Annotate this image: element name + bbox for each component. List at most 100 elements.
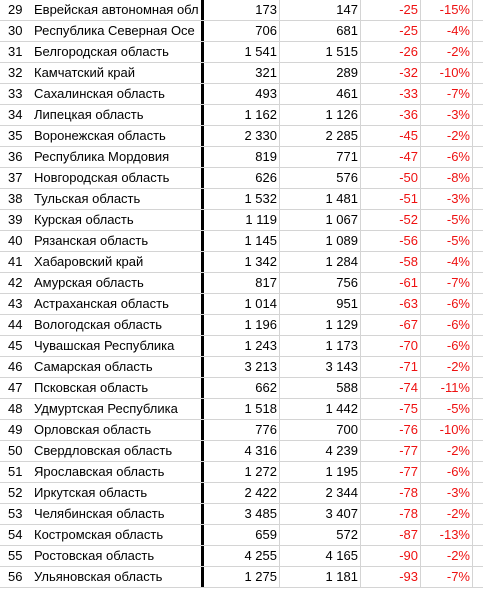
value-b-cell[interactable]: 1 284 — [280, 252, 361, 272]
row-number-cell[interactable]: 44 — [8, 317, 23, 332]
region-name-cell[interactable]: Республика Северная Осе — [32, 21, 204, 41]
value-b-cell[interactable]: 1 129 — [280, 315, 361, 335]
value-b-cell[interactable]: 576 — [280, 168, 361, 188]
value-b-cell[interactable]: 4 239 — [280, 441, 361, 461]
difference-cell[interactable]: -26 — [361, 42, 421, 62]
empty-cell[interactable] — [473, 525, 483, 545]
percent-change-cell[interactable]: -6% — [421, 294, 473, 314]
row-number-cell[interactable]: 47 — [8, 380, 23, 395]
percent-change-cell[interactable]: -10% — [421, 63, 473, 83]
percent-change-cell[interactable]: -4% — [421, 21, 473, 41]
difference-cell[interactable]: -78 — [361, 504, 421, 524]
region-name-cell[interactable]: Астраханская область — [32, 294, 204, 314]
percent-change-cell[interactable]: -2% — [421, 441, 473, 461]
row-number-cell[interactable]: 38 — [8, 191, 23, 206]
empty-cell[interactable] — [473, 357, 483, 377]
difference-cell[interactable]: -61 — [361, 273, 421, 293]
value-a-cell[interactable]: 4 255 — [204, 546, 280, 566]
empty-cell[interactable] — [473, 168, 483, 188]
empty-cell[interactable] — [473, 63, 483, 83]
row-number-cell[interactable]: 51 — [8, 464, 23, 479]
value-a-cell[interactable]: 1 145 — [204, 231, 280, 251]
value-a-cell[interactable]: 1 275 — [204, 567, 280, 587]
percent-change-cell[interactable]: -5% — [421, 231, 473, 251]
region-name-cell[interactable]: Ульяновская область — [32, 567, 204, 587]
percent-change-cell[interactable]: -5% — [421, 399, 473, 419]
value-a-cell[interactable]: 1 342 — [204, 252, 280, 272]
region-name-cell[interactable]: Амурская область — [32, 273, 204, 293]
region-name-cell[interactable]: Костромская область — [32, 525, 204, 545]
row-number-cell[interactable]: 33 — [8, 86, 23, 101]
empty-cell[interactable] — [473, 315, 483, 335]
region-name-cell[interactable]: Липецкая область — [32, 105, 204, 125]
row-number-cell[interactable]: 30 — [8, 23, 23, 38]
empty-cell[interactable] — [473, 462, 483, 482]
row-number-cell[interactable]: 53 — [8, 506, 23, 521]
value-b-cell[interactable]: 1 181 — [280, 567, 361, 587]
difference-cell[interactable]: -51 — [361, 189, 421, 209]
empty-cell[interactable] — [473, 21, 483, 41]
row-number-cell[interactable]: 52 — [8, 485, 23, 500]
empty-cell[interactable] — [473, 84, 483, 104]
difference-cell[interactable]: -75 — [361, 399, 421, 419]
percent-change-cell[interactable]: -5% — [421, 210, 473, 230]
region-name-cell[interactable]: Тульская область — [32, 189, 204, 209]
percent-change-cell[interactable]: -7% — [421, 273, 473, 293]
region-name-cell[interactable]: Еврейская автономная обл — [32, 0, 204, 20]
empty-cell[interactable] — [473, 273, 483, 293]
empty-cell[interactable] — [473, 399, 483, 419]
value-b-cell[interactable]: 3 143 — [280, 357, 361, 377]
row-number-cell[interactable]: 54 — [8, 527, 23, 542]
value-a-cell[interactable]: 1 243 — [204, 336, 280, 356]
region-name-cell[interactable]: Орловская область — [32, 420, 204, 440]
value-a-cell[interactable]: 321 — [204, 63, 280, 83]
empty-cell[interactable] — [473, 189, 483, 209]
value-b-cell[interactable]: 1 442 — [280, 399, 361, 419]
region-name-cell[interactable]: Новгородская область — [32, 168, 204, 188]
value-a-cell[interactable]: 1 518 — [204, 399, 280, 419]
value-b-cell[interactable]: 3 407 — [280, 504, 361, 524]
value-b-cell[interactable]: 756 — [280, 273, 361, 293]
value-a-cell[interactable]: 1 014 — [204, 294, 280, 314]
row-number-cell[interactable]: 37 — [8, 170, 23, 185]
empty-cell[interactable] — [473, 126, 483, 146]
row-number-cell[interactable]: 34 — [8, 107, 23, 122]
value-b-cell[interactable]: 1 126 — [280, 105, 361, 125]
region-name-cell[interactable]: Самарская область — [32, 357, 204, 377]
percent-change-cell[interactable]: -6% — [421, 462, 473, 482]
region-name-cell[interactable]: Республика Мордовия — [32, 147, 204, 167]
region-name-cell[interactable]: Ростовская область — [32, 546, 204, 566]
value-b-cell[interactable]: 700 — [280, 420, 361, 440]
value-b-cell[interactable]: 681 — [280, 21, 361, 41]
empty-cell[interactable] — [473, 294, 483, 314]
region-name-cell[interactable]: Сахалинская область — [32, 84, 204, 104]
difference-cell[interactable]: -71 — [361, 357, 421, 377]
difference-cell[interactable]: -45 — [361, 126, 421, 146]
value-b-cell[interactable]: 2 285 — [280, 126, 361, 146]
difference-cell[interactable]: -33 — [361, 84, 421, 104]
percent-change-cell[interactable]: -6% — [421, 147, 473, 167]
percent-change-cell[interactable]: -3% — [421, 483, 473, 503]
region-name-cell[interactable]: Чувашская Республика — [32, 336, 204, 356]
region-name-cell[interactable]: Вологодская область — [32, 315, 204, 335]
value-a-cell[interactable]: 776 — [204, 420, 280, 440]
row-number-cell[interactable]: 41 — [8, 254, 23, 269]
region-name-cell[interactable]: Рязанская область — [32, 231, 204, 251]
row-number-cell[interactable]: 55 — [8, 548, 23, 563]
value-a-cell[interactable]: 819 — [204, 147, 280, 167]
percent-change-cell[interactable]: -2% — [421, 357, 473, 377]
region-name-cell[interactable]: Псковская область — [32, 378, 204, 398]
percent-change-cell[interactable]: -6% — [421, 336, 473, 356]
row-number-cell[interactable]: 43 — [8, 296, 23, 311]
empty-cell[interactable] — [473, 567, 483, 587]
value-a-cell[interactable]: 817 — [204, 273, 280, 293]
empty-cell[interactable] — [473, 378, 483, 398]
value-b-cell[interactable]: 1 173 — [280, 336, 361, 356]
empty-cell[interactable] — [473, 42, 483, 62]
difference-cell[interactable]: -70 — [361, 336, 421, 356]
row-number-cell[interactable]: 29 — [8, 2, 23, 17]
row-number-cell[interactable]: 36 — [8, 149, 23, 164]
difference-cell[interactable]: -77 — [361, 462, 421, 482]
value-a-cell[interactable]: 659 — [204, 525, 280, 545]
value-b-cell[interactable]: 4 165 — [280, 546, 361, 566]
